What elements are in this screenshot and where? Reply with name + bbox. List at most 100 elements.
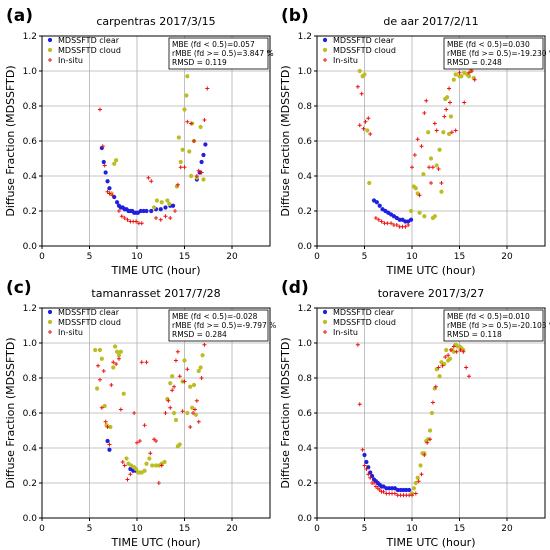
data-point-insitu — [142, 423, 147, 428]
data-point-cloud — [434, 367, 439, 372]
data-point-insitu — [406, 223, 411, 227]
legend-marker-cloud — [47, 47, 53, 53]
y-tick-label: 0.4 — [298, 444, 313, 454]
data-point-cloud — [99, 356, 104, 361]
data-point-insitu — [366, 472, 371, 477]
data-point-insitu — [372, 481, 376, 485]
data-point-cloud — [437, 374, 442, 379]
data-point-clear — [377, 203, 382, 208]
data-point-insitu — [185, 367, 190, 372]
legend-marker-clear — [322, 309, 328, 315]
data-point-insitu — [360, 447, 365, 452]
x-axis-title: TIME UTC (hour) — [386, 536, 476, 549]
plot-area-frame — [316, 35, 546, 247]
stats-line: rMBE (fd >= 0.5)=3.847 % — [172, 49, 274, 58]
data-point-insitu — [173, 358, 178, 363]
data-point-insitu — [168, 405, 173, 410]
y-tick-label: 0.0 — [23, 514, 38, 524]
data-point-cloud — [365, 128, 370, 133]
y-tick-label: 0.6 — [23, 137, 38, 147]
data-point-insitu — [107, 191, 112, 196]
data-point-clear — [105, 179, 110, 184]
data-point-insitu — [464, 365, 469, 370]
data-point-insitu — [410, 165, 414, 170]
data-point-insitu — [114, 362, 119, 366]
data-point-insitu — [462, 100, 467, 105]
legend-label: In-situ — [333, 328, 358, 337]
y-tick-label: 0.6 — [298, 137, 313, 147]
y-tick-label: 0.0 — [298, 242, 313, 252]
chart-panel: (c) tamanrasset 2017/7/28 0 5 10 15 20 0.0 0.2 0.… — [4, 278, 276, 549]
data-point-insitu — [368, 132, 373, 136]
data-point-cloud — [426, 130, 431, 135]
data-point-insitu — [189, 121, 194, 126]
series-clear — [99, 142, 208, 215]
data-point-insitu — [116, 209, 121, 213]
data-point-cloud — [93, 347, 98, 353]
y-axis-title: Diffuse Fraction (MDSSFTD) — [279, 337, 292, 488]
stats-line: MBE (fd < 0.5)=0.057 — [172, 40, 255, 49]
legend-marker-cloud — [47, 319, 53, 325]
data-point-insitu — [175, 182, 180, 187]
data-point-clear — [362, 452, 367, 458]
data-point-insitu — [381, 489, 386, 494]
data-point-clear — [163, 205, 168, 210]
data-point-cloud — [142, 468, 147, 473]
data-point-clear — [203, 142, 208, 147]
x-tick-label: 0 — [314, 252, 320, 262]
data-point-insitu — [451, 344, 456, 349]
data-point-insitu — [412, 153, 417, 157]
chart-panel: (b) de aar 2017/2/11 0 5 10 15 20 0.0 0.2 0.4 0.6 0… — [279, 6, 550, 277]
y-tick-label: 0.4 — [23, 444, 38, 454]
data-point-cloud — [451, 349, 456, 354]
legend-marker-insitu — [48, 330, 52, 334]
stats-line: MBE (fd < 0.5)=0.010 — [447, 312, 530, 321]
data-point-clear — [149, 208, 154, 214]
data-point-clear — [374, 200, 379, 205]
data-point-cloud — [177, 442, 182, 447]
chart-title: tamanrasset 2017/7/28 — [91, 287, 220, 300]
data-point-cloud — [152, 205, 157, 210]
data-point-insitu — [467, 70, 471, 75]
data-point-cloud — [150, 463, 155, 468]
data-point-insitu — [448, 100, 452, 105]
data-point-insitu — [428, 437, 433, 442]
data-point-insitu — [182, 379, 187, 384]
data-point-insitu — [146, 175, 151, 180]
data-point-insitu — [355, 84, 360, 89]
data-point-clear — [368, 470, 373, 475]
data-point-insitu — [364, 467, 369, 471]
series-clear — [362, 452, 412, 493]
data-point-cloud — [173, 417, 179, 423]
data-point-cloud — [165, 198, 170, 203]
data-point-cloud — [413, 480, 418, 486]
data-point-insitu — [417, 193, 422, 198]
legend-label: MDSSFTD cloud — [333, 46, 396, 55]
x-axis-title: TIME UTC (hour) — [111, 536, 201, 549]
data-point-clear — [201, 152, 206, 158]
data-point-insitu — [205, 86, 210, 91]
y-tick-label: 0.2 — [298, 207, 312, 217]
data-point-insitu — [196, 419, 201, 424]
data-point-insitu — [416, 479, 421, 484]
x-tick-label: 5 — [87, 252, 93, 262]
legend-marker-insitu — [48, 58, 52, 62]
data-point-insitu — [154, 439, 158, 443]
data-point-insitu — [447, 86, 452, 91]
data-point-cloud — [413, 186, 418, 191]
stats-line: rMBE (fd >= 0.5)=-9.797 % — [172, 321, 276, 330]
data-point-cloud — [116, 353, 122, 358]
data-point-cloud — [444, 347, 449, 353]
x-tick-label: 20 — [226, 252, 238, 262]
x-tick-label: 20 — [501, 524, 513, 534]
data-point-cloud — [182, 107, 187, 112]
x-tick-label: 15 — [454, 252, 465, 262]
data-point-cloud — [453, 72, 458, 77]
data-point-cloud — [427, 428, 433, 433]
x-tick-label: 15 — [179, 524, 190, 534]
stats-line: RMSD = 0.248 — [447, 58, 502, 67]
data-point-insitu — [433, 384, 438, 389]
